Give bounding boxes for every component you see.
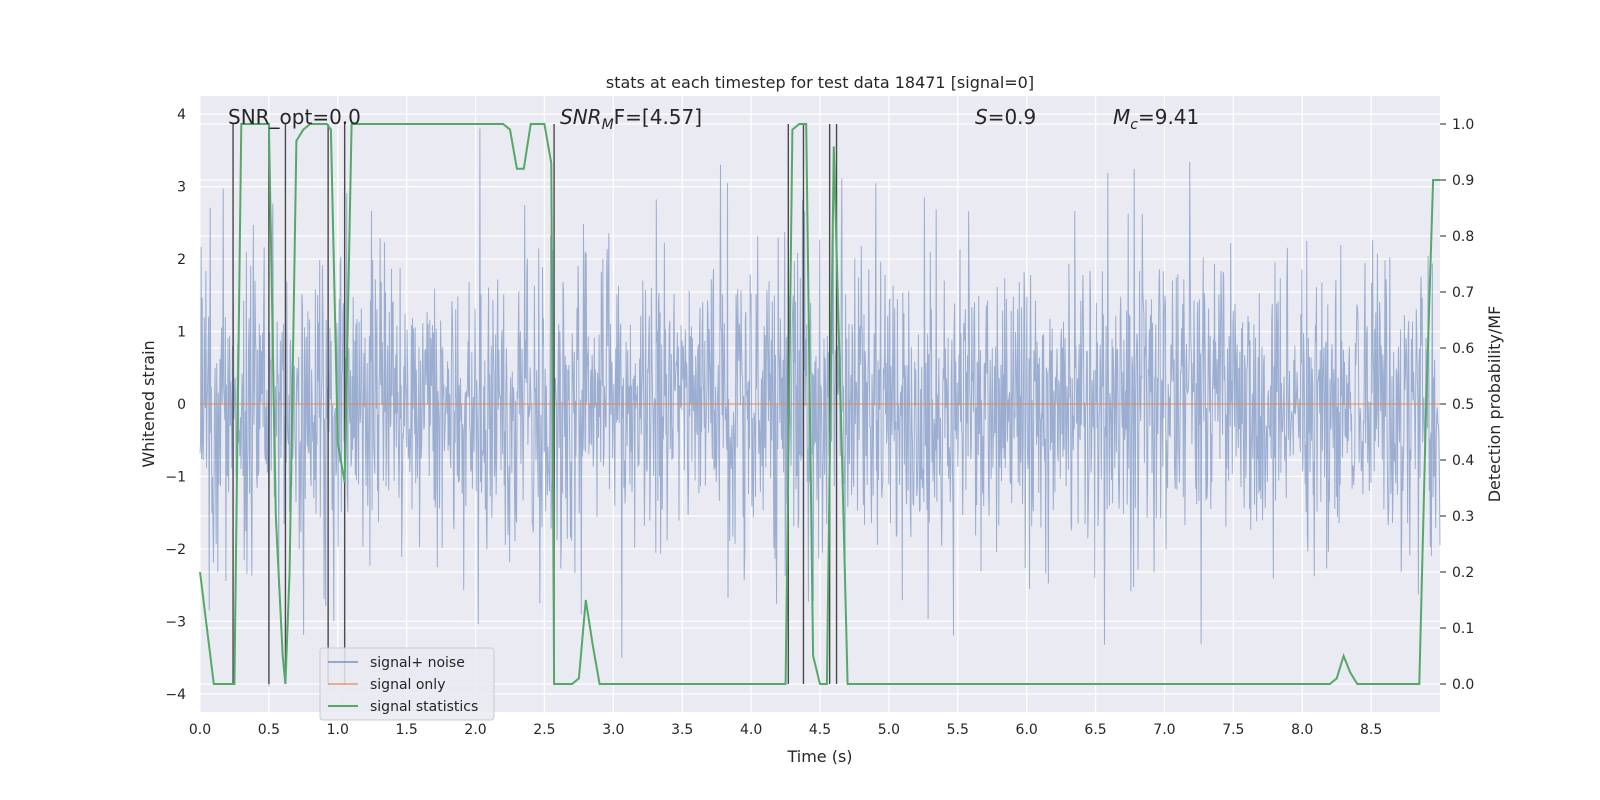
- y-left-axis-label: Whitened strain: [139, 340, 158, 467]
- x-tick-label: 0.5: [258, 722, 280, 738]
- signal-noise-series: [199, 128, 1441, 687]
- x-tick-label: 6.5: [1084, 722, 1106, 738]
- y-right-tick-label: 0.1: [1452, 621, 1474, 637]
- y-left-tick-label: 4: [177, 107, 186, 123]
- y-left-tick-label: 3: [177, 180, 186, 196]
- annotation-mc-rest: =9.41: [1138, 105, 1199, 129]
- y-right-tick-label: 0.0: [1452, 677, 1474, 693]
- annotation-snr-mf-main: SNR: [560, 105, 602, 129]
- x-tick-label: 8.0: [1291, 722, 1313, 738]
- annotation-snr-mf-sub: M: [602, 117, 614, 133]
- x-tick-label: 3.5: [671, 722, 693, 738]
- x-tick-label: 5.0: [878, 722, 900, 738]
- y-right-tick-label: 0.3: [1452, 509, 1474, 525]
- y-left-axis-ticks: −4 −3 −2 −1 0 1 2 3 4: [165, 107, 186, 703]
- noise-line: [199, 128, 1441, 687]
- annotation-s: S=0.9: [975, 105, 1036, 129]
- x-tick-label: 2.5: [533, 722, 555, 738]
- x-tick-label: 3.0: [602, 722, 624, 738]
- y-right-tick-label: 0.8: [1452, 229, 1474, 245]
- y-right-axis-ticks: 0.0 0.1 0.2 0.3 0.4 0.5 0.6 0.7 0.8 0.9 1.0: [1440, 117, 1474, 693]
- y-right-tick-label: 0.2: [1452, 565, 1474, 581]
- x-tick-label: 2.0: [464, 722, 486, 738]
- y-left-tick-label: 0: [177, 397, 186, 413]
- y-left-tick-label: 2: [177, 252, 186, 268]
- x-tick-label: 7.5: [1222, 722, 1244, 738]
- x-tick-label: 1.5: [396, 722, 418, 738]
- annotation-s-rest: =0.9: [988, 105, 1037, 129]
- y-left-tick-label: −1: [165, 469, 186, 485]
- signal-statistics-line: [199, 123, 1440, 685]
- x-tick-label: 5.5: [947, 722, 969, 738]
- legend-label-signal: signal only: [370, 677, 445, 693]
- y-left-tick-label: 1: [177, 325, 186, 341]
- chart-title: stats at each timestep for test data 184…: [606, 73, 1034, 92]
- y-left-tick-label: −4: [165, 687, 186, 703]
- legend-label-stats: signal statistics: [370, 699, 478, 715]
- legend-label-noise: signal+ noise: [370, 655, 465, 671]
- annotation-mc: Mc=9.41: [1113, 105, 1199, 133]
- annotation-s-main: S: [975, 105, 988, 129]
- legend: signal+ noise signal only signal statist…: [319, 647, 495, 721]
- y-right-tick-label: 0.5: [1452, 397, 1474, 413]
- vertical-markers: [232, 124, 838, 684]
- y-right-tick-label: 0.7: [1452, 285, 1474, 301]
- x-axis-ticks: 0.0 0.5 1.0 1.5 2.0 2.5 3.0 3.5 4.0 4.5 5.0 5.5 6.0 6…: [189, 722, 1382, 738]
- annotation-snr-mf: SNRMF=[4.57]: [560, 105, 702, 133]
- annotation-mc-main: M: [1113, 105, 1130, 129]
- x-tick-label: 4.5: [809, 722, 831, 738]
- signal-statistics-series: [199, 123, 1440, 685]
- y-left-tick-label: −2: [165, 542, 186, 558]
- x-tick-label: 0.0: [189, 722, 211, 738]
- y-right-tick-label: 0.4: [1452, 453, 1474, 469]
- x-axis-label: Time (s): [786, 747, 852, 766]
- y-right-tick-label: 0.9: [1452, 173, 1474, 189]
- y-right-tick-label: 0.6: [1452, 341, 1474, 357]
- x-tick-label: 6.0: [1016, 722, 1038, 738]
- x-tick-label: 8.5: [1360, 722, 1382, 738]
- x-tick-label: 1.0: [327, 722, 349, 738]
- annotation-snr-opt: SNR_opt=0.0: [228, 105, 361, 129]
- y-right-axis-label: Detection probability/MF: [1485, 306, 1504, 503]
- annotation-snr-mf-rest: F=[4.57]: [614, 105, 702, 129]
- y-left-tick-label: −3: [165, 614, 186, 630]
- annotation-mc-sub: c: [1130, 117, 1138, 133]
- y-right-tick-label: 1.0: [1452, 117, 1474, 133]
- legend-box: [319, 647, 495, 721]
- x-tick-label: 4.0: [740, 722, 762, 738]
- x-tick-label: 7.0: [1153, 722, 1175, 738]
